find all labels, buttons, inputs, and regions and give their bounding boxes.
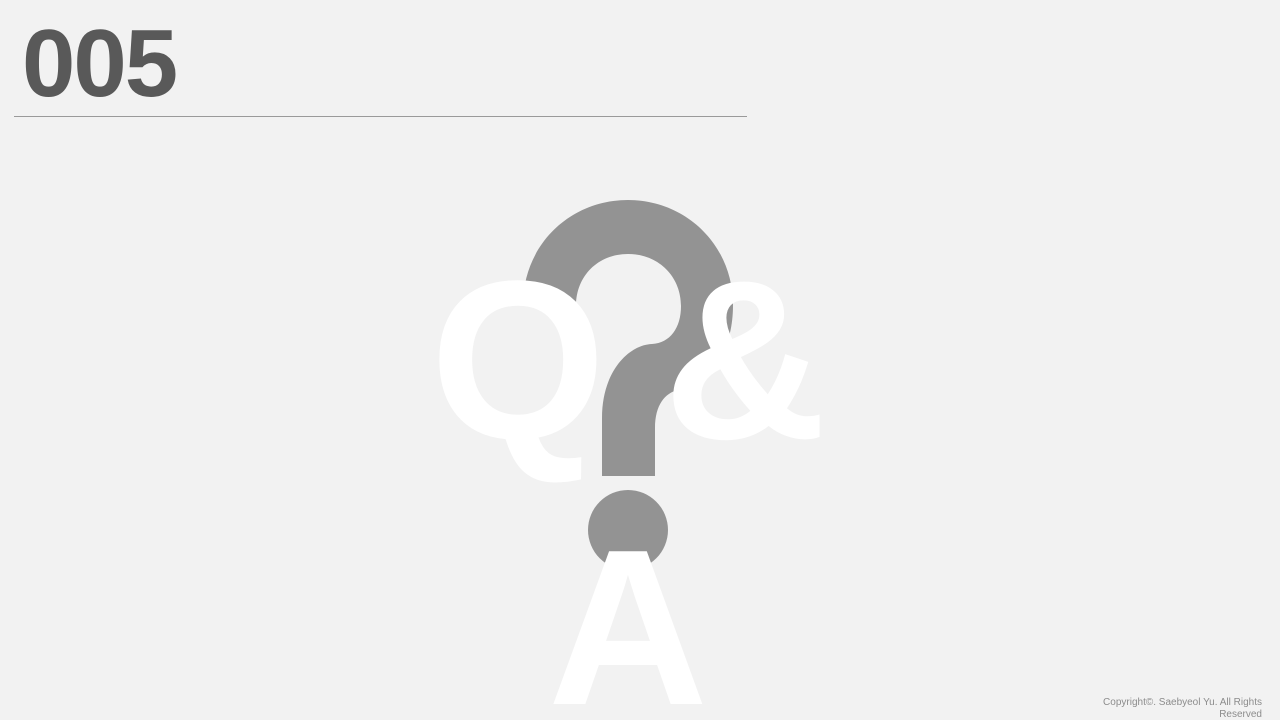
letter-ampersand: & [663,233,826,486]
letter-q: Q [430,233,606,486]
header-divider [14,116,747,117]
question-mark-dot [588,490,668,570]
slide-number: 005 [22,10,178,117]
letter-a: A [548,504,708,720]
copyright-notice: Copyright©. Saebyeol Yu. All Rights Rese… [1103,697,1262,720]
question-mark-icon [523,200,733,570]
